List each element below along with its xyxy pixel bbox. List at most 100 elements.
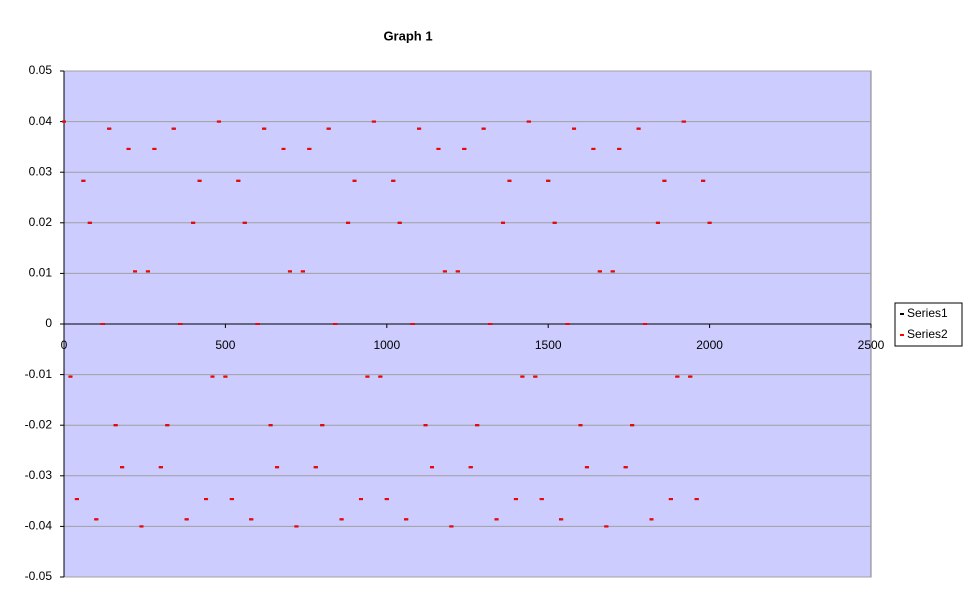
legend-marker: [900, 313, 904, 315]
point: [694, 498, 699, 501]
legend-label: Series2: [907, 327, 948, 341]
point: [636, 127, 641, 130]
point: [610, 270, 615, 273]
point: [501, 221, 506, 224]
point: [623, 466, 628, 469]
y-tick-label: -0.04: [25, 519, 53, 533]
point: [158, 466, 163, 469]
point: [249, 518, 254, 521]
point: [294, 525, 299, 528]
point: [333, 323, 338, 325]
point: [565, 323, 570, 325]
point: [178, 323, 183, 325]
point: [287, 270, 292, 273]
point: [436, 147, 441, 150]
point: [197, 179, 202, 182]
point: [539, 498, 544, 501]
point: [481, 127, 486, 130]
point: [494, 518, 499, 521]
point: [236, 179, 241, 182]
point: [100, 323, 105, 325]
y-tick-label: -0.05: [25, 569, 53, 583]
x-tick-label: 1500: [535, 338, 562, 352]
point: [210, 375, 215, 378]
point: [346, 221, 351, 224]
point: [320, 424, 325, 427]
y-tick-label: 0.05: [29, 63, 53, 77]
point: [171, 127, 176, 130]
point: [68, 375, 73, 378]
point: [584, 466, 589, 469]
point: [365, 375, 370, 378]
point: [313, 466, 318, 469]
y-tick-label: -0.02: [25, 417, 53, 431]
point: [384, 498, 389, 501]
y-tick-label: 0.01: [29, 266, 53, 280]
point: [74, 498, 79, 501]
point: [94, 518, 99, 521]
point: [617, 147, 622, 150]
point: [442, 270, 447, 273]
point: [242, 221, 247, 224]
point: [649, 518, 654, 521]
point: [275, 466, 280, 469]
point: [662, 179, 667, 182]
point: [597, 270, 602, 273]
point: [262, 127, 267, 130]
y-tick-label: 0.02: [29, 215, 53, 229]
y-tick-label: 0.03: [29, 164, 53, 178]
point: [120, 466, 125, 469]
point: [701, 179, 706, 182]
point: [326, 127, 331, 130]
point: [204, 498, 209, 501]
point: [572, 127, 577, 130]
point: [391, 179, 396, 182]
point: [546, 179, 551, 182]
point: [139, 525, 144, 528]
point: [358, 498, 363, 501]
point: [62, 120, 66, 123]
x-tick-label: 2000: [696, 338, 723, 352]
point: [378, 375, 383, 378]
point: [371, 120, 376, 123]
point: [404, 518, 409, 521]
point: [643, 323, 648, 325]
point: [655, 221, 660, 224]
point: [455, 270, 460, 273]
point: [191, 221, 196, 224]
point: [255, 323, 260, 325]
point: [688, 375, 693, 378]
point: [429, 466, 434, 469]
point: [113, 424, 118, 427]
point: [126, 147, 131, 150]
point: [423, 424, 428, 427]
point: [165, 424, 170, 427]
point: [339, 518, 344, 521]
x-tick-label: 500: [215, 338, 235, 352]
point: [107, 127, 112, 130]
x-tick-label: 2500: [858, 338, 885, 352]
point: [81, 179, 86, 182]
point: [707, 221, 712, 224]
point: [468, 466, 473, 469]
point: [417, 127, 422, 130]
point: [145, 270, 150, 273]
point: [307, 147, 312, 150]
x-tick-label: 1000: [373, 338, 400, 352]
point: [681, 120, 686, 123]
point: [87, 221, 92, 224]
point: [133, 270, 138, 273]
point: [449, 525, 454, 528]
point: [152, 147, 157, 150]
legend-marker: [900, 334, 904, 336]
point: [268, 424, 273, 427]
point: [410, 323, 415, 325]
y-tick-label: 0: [45, 316, 52, 330]
x-tick-label: 0: [61, 338, 68, 352]
legend-label: Series1: [907, 306, 948, 320]
point: [591, 147, 596, 150]
point: [300, 270, 305, 273]
point: [475, 424, 480, 427]
point: [559, 518, 564, 521]
